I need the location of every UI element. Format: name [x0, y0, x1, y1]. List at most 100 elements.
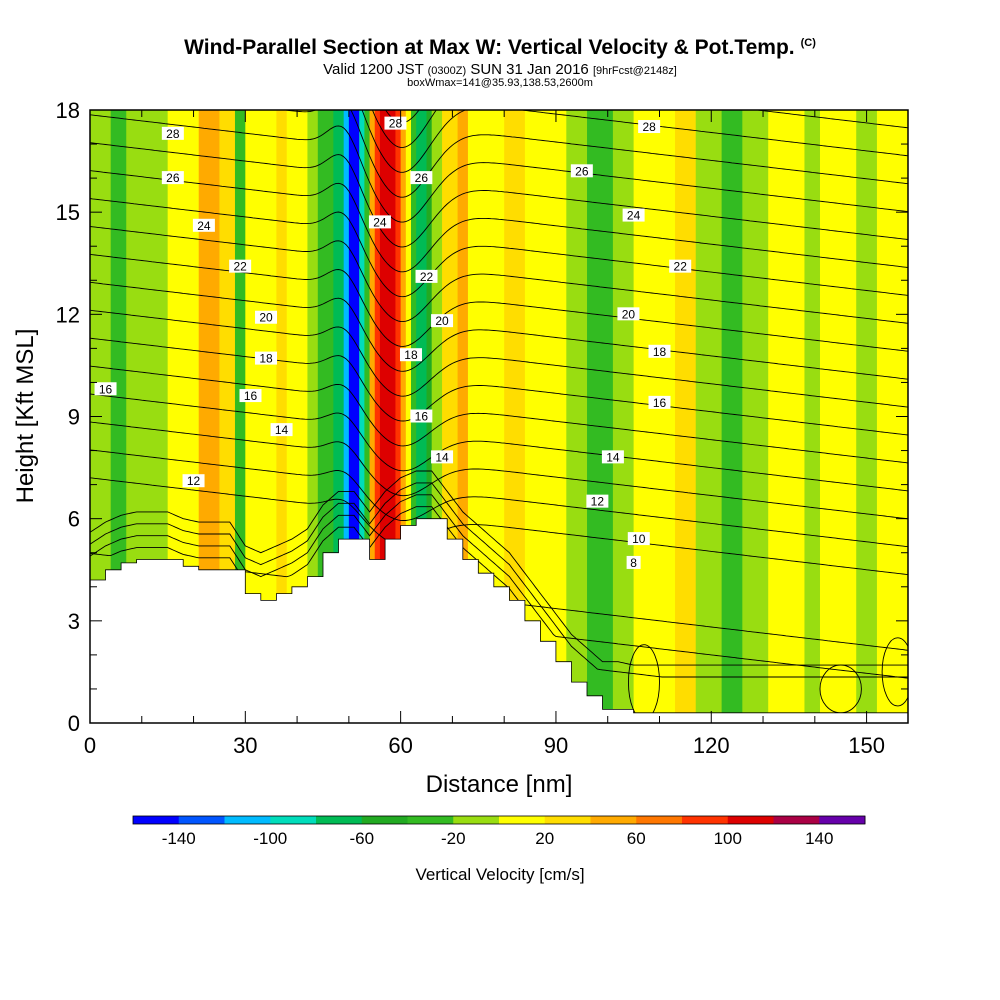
chart-subtitle: Valid 1200 JST (0300Z) SUN 31 Jan 2016 [… — [323, 61, 677, 78]
contour-label-text: 20 — [435, 314, 449, 328]
terrain-layer — [90, 518, 908, 723]
contour-label-bg — [161, 171, 184, 185]
contour-label: 24 — [192, 218, 215, 233]
contour-label-bg — [648, 344, 671, 358]
theta-contour — [90, 494, 908, 679]
velocity-cell — [566, 110, 588, 723]
x-tick-label: 90 — [544, 733, 568, 758]
y-axis: 0 3 6 9 12 15 18 — [56, 98, 908, 736]
colorbar-swatch — [453, 816, 500, 824]
velocity-cell — [348, 110, 360, 723]
contour-label-bg — [601, 450, 624, 464]
velocity-cell — [612, 110, 635, 723]
contour-label-text: 24 — [627, 209, 641, 223]
velocity-cell — [819, 110, 857, 723]
x-tick-label: 60 — [388, 733, 412, 758]
theta-contour — [90, 477, 908, 576]
colorbar-swatch — [316, 816, 363, 824]
contour-label-bg — [255, 310, 278, 324]
colorbar-tick-label: -140 — [162, 829, 196, 848]
contour-label-text: 16 — [244, 389, 258, 403]
velocity-cell — [804, 110, 821, 723]
velocity-cell — [369, 110, 376, 723]
velocity-cell — [587, 110, 614, 723]
contour-label-bg — [415, 269, 438, 283]
terrain-mask — [90, 518, 908, 723]
contour-label-text: 16 — [415, 410, 429, 424]
theta-contour — [881, 637, 908, 707]
theta-contour — [90, 142, 908, 248]
colorbar-swatch — [590, 816, 637, 824]
colorbar-swatch — [682, 816, 729, 824]
theta-contour — [90, 281, 908, 380]
contour-label-text: 8 — [630, 556, 637, 570]
colorbar-frame — [132, 815, 866, 825]
contour-label-text: 26 — [415, 171, 429, 185]
y-tick-label: 15 — [56, 200, 80, 225]
velocity-cell — [286, 110, 309, 723]
contour-label-text: 20 — [622, 307, 636, 321]
contour-label: 16 — [648, 395, 671, 410]
contour-label: 16 — [239, 389, 262, 403]
y-axis-label: Height [Kft MSL] — [12, 329, 39, 504]
velocity-cell — [374, 110, 381, 723]
copyright-mark: (C) — [800, 37, 816, 49]
contour-label: 26 — [570, 164, 593, 178]
contour-label-text: 12 — [187, 474, 201, 488]
contour-label: 22 — [415, 269, 438, 284]
contour-label-text: 18 — [653, 345, 667, 359]
contour-label: 22 — [229, 259, 252, 274]
velocity-fill-layer — [90, 110, 908, 723]
theta-contour — [281, 110, 908, 198]
theta-contour — [90, 170, 908, 273]
theta-contour — [361, 110, 908, 173]
contour-label-text: 26 — [166, 171, 180, 185]
chart-title: Wind-Parallel Section at Max W: Vertical… — [184, 36, 816, 59]
contour-label: 28 — [384, 116, 407, 131]
contour-label: 20 — [255, 310, 278, 325]
contour-label-text: 22 — [674, 260, 688, 274]
contour-label-text: 14 — [275, 423, 289, 437]
contour-label: 14 — [270, 423, 293, 437]
theta-contour — [90, 470, 908, 666]
contour-label-text: 18 — [404, 348, 418, 362]
contour-label-bg — [431, 450, 454, 464]
contour-label: 8 — [626, 555, 641, 570]
colorbar-tick-label: 20 — [535, 829, 554, 848]
velocity-cell — [431, 110, 443, 723]
theta-contour — [90, 482, 908, 678]
theta-contour — [90, 393, 908, 492]
velocity-cell — [856, 110, 878, 723]
contour-label: 20 — [431, 314, 454, 328]
contour-label-text: 12 — [591, 495, 605, 509]
colorbar-swatch — [224, 816, 271, 824]
x-tick-label: 120 — [693, 733, 730, 758]
velocity-cell — [405, 110, 412, 723]
contour-label-bg — [192, 218, 215, 232]
velocity-cell — [395, 110, 402, 723]
contour-label-bg — [627, 532, 650, 546]
contour-label: 26 — [410, 171, 433, 185]
velocity-cell — [457, 110, 469, 723]
velocity-cell — [359, 110, 365, 723]
contour-label-bg — [626, 555, 641, 569]
velocity-cell — [307, 110, 319, 723]
contour-label-text: 10 — [632, 532, 646, 546]
contour-label: 10 — [627, 532, 650, 546]
contour-label-text: 14 — [435, 450, 449, 464]
velocity-cell — [234, 110, 246, 723]
theta-contour — [90, 421, 908, 520]
y-tick-label: 12 — [56, 302, 80, 327]
contour-label: 16 — [410, 409, 433, 424]
contour-label: 18 — [648, 344, 671, 359]
colorbar-tick-label: 140 — [805, 829, 833, 848]
x-axis-label: Distance [nm] — [426, 771, 573, 798]
chart-box-info: boxWmax=141@35.93,138.53,2600m — [407, 77, 593, 89]
contour-label-text: 14 — [606, 450, 620, 464]
colorbar-swatch — [178, 816, 225, 824]
contour-label-bg — [648, 395, 671, 409]
theta-contour — [90, 198, 908, 298]
colorbar-tick-label: 100 — [714, 829, 742, 848]
y-tick-label: 0 — [68, 711, 80, 736]
velocity-cell — [333, 110, 345, 723]
